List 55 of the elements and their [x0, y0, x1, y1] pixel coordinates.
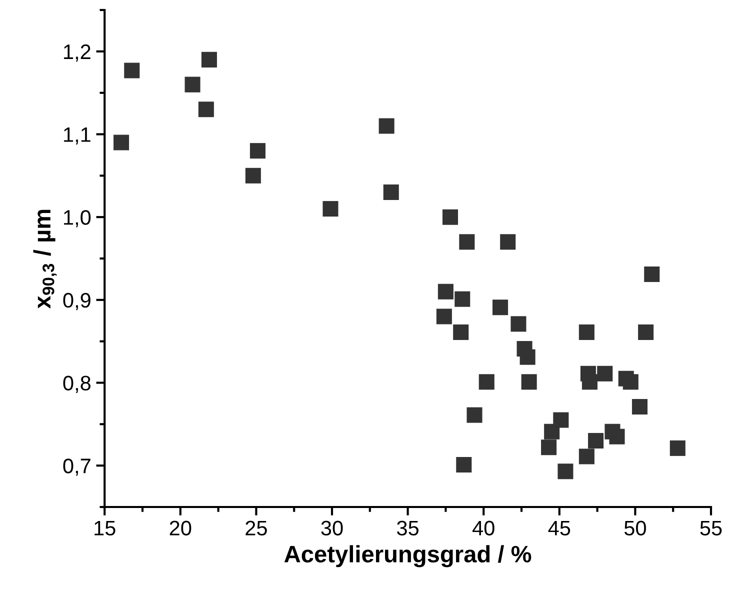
point [492, 300, 508, 316]
point [520, 349, 536, 365]
point [500, 234, 516, 250]
y-tick-label: 0,7 [63, 458, 90, 476]
point [114, 134, 130, 150]
x-tick-label: 20 [170, 520, 192, 536]
point [456, 456, 472, 473]
y-tick-label: 1,1 [64, 127, 90, 144]
point [588, 432, 604, 448]
point [201, 52, 217, 68]
x-tick-label: 30 [321, 520, 343, 536]
x-tick-label: 45 [548, 520, 570, 536]
point [558, 464, 574, 480]
point [245, 168, 261, 184]
x-tick-label: 35 [397, 520, 419, 536]
x-tick-label: 50 [624, 520, 646, 536]
point [638, 324, 654, 340]
point [597, 366, 613, 382]
point [383, 184, 399, 200]
point [453, 324, 469, 340]
point [478, 374, 494, 390]
y-tick-label: 0,8 [63, 376, 90, 393]
point [250, 143, 266, 159]
point [544, 424, 560, 440]
point [609, 428, 625, 444]
point [124, 62, 140, 78]
point [578, 448, 594, 464]
point [438, 284, 454, 300]
y-tick-label: 0,9 [63, 292, 90, 310]
point [459, 234, 475, 250]
point [436, 308, 452, 324]
x-tick-label: 55 [700, 520, 722, 536]
point [582, 374, 598, 390]
point [521, 374, 537, 390]
x-tick-label: 25 [246, 520, 267, 536]
point [644, 266, 660, 282]
x-tick-label: 40 [472, 520, 494, 536]
point [442, 209, 458, 225]
point [541, 440, 557, 456]
point [198, 102, 214, 118]
point [578, 324, 594, 340]
point [670, 440, 686, 456]
y-tick-label: 1,2 [64, 44, 90, 62]
point [378, 118, 394, 134]
x-tick-label: 15 [94, 520, 116, 536]
point [632, 399, 648, 415]
y-tick-label: 1,0 [64, 210, 91, 228]
y-axis-title: x$_{90,3}$ / µm [33, 210, 57, 309]
point [184, 76, 200, 92]
point [622, 374, 638, 390]
point [510, 316, 526, 332]
point [322, 201, 338, 217]
point [466, 407, 482, 423]
point [454, 291, 470, 307]
x-axis-title: Acetylierungsgrad / % [284, 545, 532, 568]
